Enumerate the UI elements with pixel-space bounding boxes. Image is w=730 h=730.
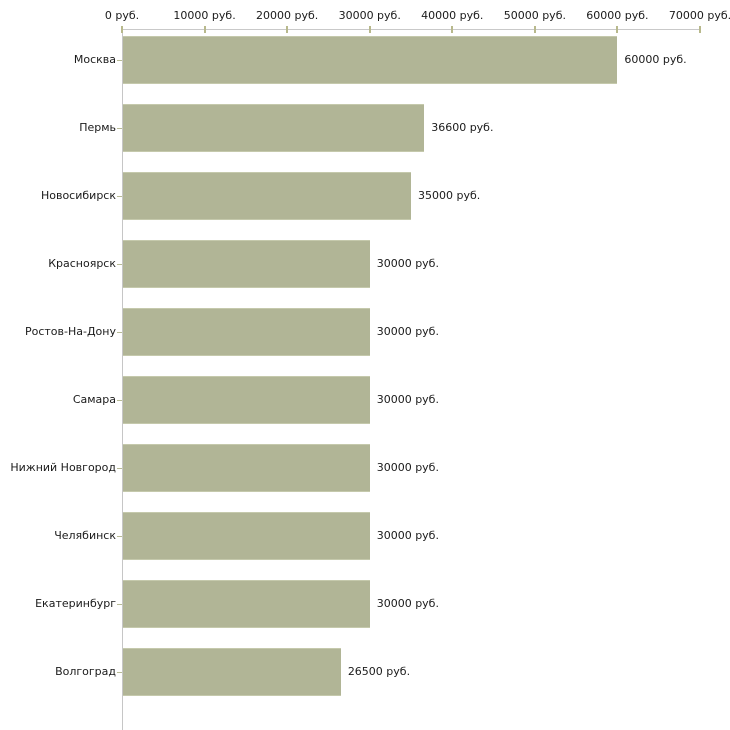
bar-value-label: 30000 руб. [376,257,439,270]
bar-value-label: 30000 руб. [376,529,439,542]
bar-category-label: Екатеринбург [35,597,116,610]
y-axis-line [122,29,123,730]
bar [123,36,618,84]
x-axis-tick-mark [616,26,619,33]
x-axis-tick-label: 40000 руб. [421,9,484,22]
x-axis-tick-mark [451,26,454,33]
y-axis-tick-mark [117,332,122,333]
y-axis-tick-mark [117,128,122,129]
bar-category-label: Волгоград [55,665,116,678]
bar-category-label: Нижний Новгород [10,461,116,474]
x-axis-tick-label: 50000 руб. [503,9,566,22]
bar-value-label: 30000 руб. [376,461,439,474]
bar [123,240,370,288]
x-axis-tick-mark [368,26,371,33]
x-axis-tick-label: 70000 руб. [668,9,730,22]
x-axis-tick-mark [203,26,206,33]
bar-category-label: Ростов-На-Дону [24,325,116,338]
bar-value-label: 26500 руб. [347,665,411,678]
bar [123,172,411,220]
bar [123,376,370,424]
bar-category-label: Челябинск [54,529,116,542]
y-axis-tick-mark [117,604,122,605]
bar-value-label: 35000 руб. [418,189,481,202]
y-axis-tick-mark [117,264,122,265]
bar [123,512,370,560]
x-axis-tick-label: 60000 руб. [586,9,649,22]
bar-category-label: Красноярск [48,257,116,270]
x-axis-tick-label: 30000 руб. [338,9,401,22]
bar [123,580,370,628]
y-axis-tick-mark [117,468,122,469]
bar-value-label: 30000 руб. [376,325,439,338]
bar-category-label: Самара [72,393,116,406]
bar [123,104,425,152]
bar-category-label: Пермь [79,121,116,134]
bar-value-label: 36600 руб. [431,121,494,134]
x-axis-tick-mark [286,26,289,33]
x-axis-tick-label: 10000 руб. [173,9,236,22]
y-axis-tick-mark [117,400,122,401]
bar-category-label: Москва [73,53,116,66]
y-axis-tick-mark [117,60,122,61]
y-axis-tick-mark [117,672,122,673]
bar [123,444,370,492]
bar-category-label: Новосибирск [40,189,116,202]
x-axis-tick-label: 20000 руб. [256,9,319,22]
bar [123,308,370,356]
bar-value-label: 60000 руб. [624,53,687,66]
y-axis-tick-mark [117,536,122,537]
bar [123,648,341,696]
x-axis-tick-mark [121,26,123,33]
bar-value-label: 30000 руб. [376,393,439,406]
x-axis-line [122,29,701,30]
y-axis-tick-mark [117,196,122,197]
x-axis-tick-mark [533,26,536,33]
x-axis-tick-mark [699,26,701,33]
x-axis-tick-label: 0 руб. [104,9,140,22]
bar-value-label: 30000 руб. [376,597,439,610]
